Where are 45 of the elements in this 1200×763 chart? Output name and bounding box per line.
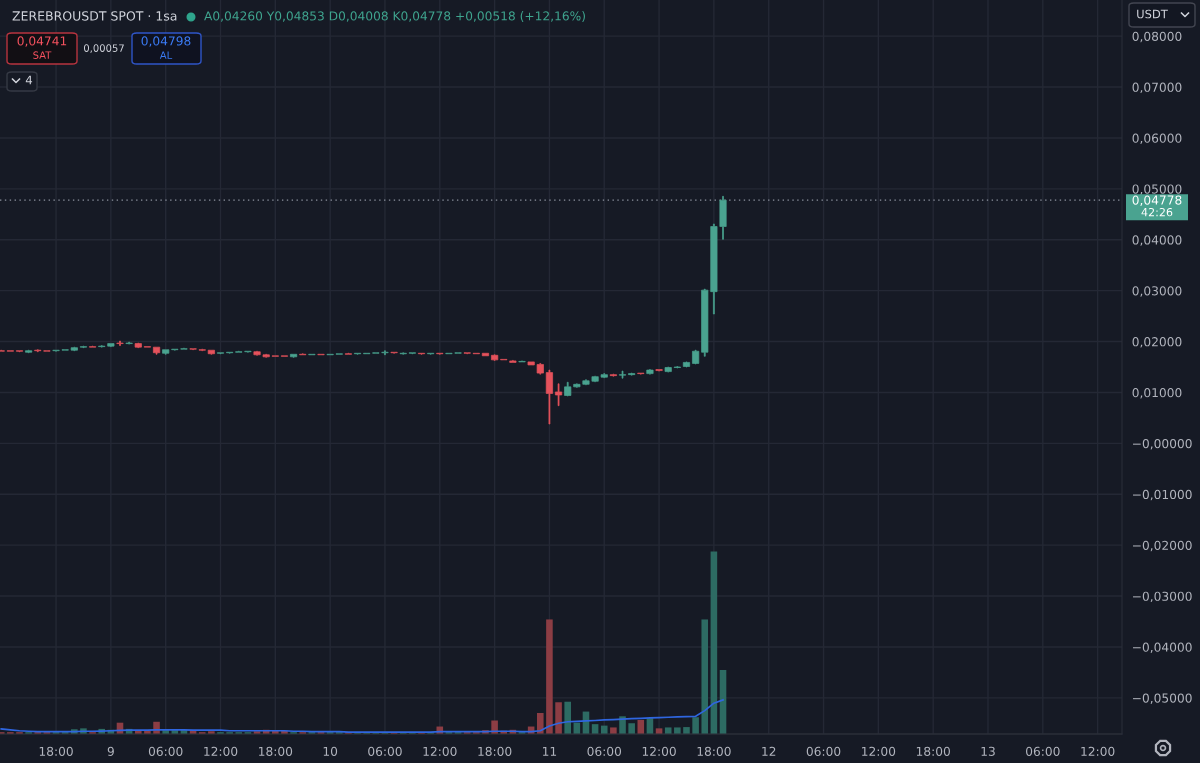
x-tick-label: 12:00 — [204, 746, 238, 756]
y-tick-label: −0,01000 — [1133, 489, 1192, 501]
x-tick-label: 10 — [323, 746, 338, 756]
x-tick-label: 06:00 — [806, 746, 841, 756]
annotation: 4 — [25, 75, 33, 85]
y-tick-label: −0,00000 — [1133, 438, 1192, 450]
x-tick-label: 12:00 — [1081, 746, 1115, 756]
annotation: 0,00057 — [83, 44, 124, 53]
text: ZEREBROUSDT SPOT · 1sa — [12, 11, 177, 21]
x-tick-label: 9 — [107, 746, 114, 756]
y-tick-label: 0,07000 — [1132, 82, 1182, 94]
ref-line-label: 0,04778 — [1132, 195, 1182, 206]
x-tick-label: 06:00 — [368, 746, 402, 756]
y-tick-label: −0,05000 — [1133, 693, 1192, 704]
x-tick-label: 12:00 — [423, 746, 457, 756]
y-tick-label: 0,05000 — [1132, 184, 1182, 195]
annotation: SAT — [33, 51, 52, 59]
x-tick-label: 18:00 — [259, 746, 293, 756]
x-tick-label: 11 — [542, 746, 557, 756]
text: 42:26 — [1141, 207, 1173, 217]
x-tick-label: 13 — [981, 746, 995, 756]
text: A0,04260 Y0,04853 D0,04008 K0,04778 +0,00518 (+12,16%) — [204, 11, 585, 22]
y-tick-label: 0,04000 — [1132, 235, 1182, 246]
x-tick-label: 18:00 — [916, 746, 950, 756]
x-tick-label: 06:00 — [148, 746, 183, 756]
x-tick-label: 12:00 — [642, 746, 676, 756]
x-tick-label: 06:00 — [587, 746, 622, 756]
y-tick-label: −0,02000 — [1133, 540, 1192, 552]
x-tick-label: 18:00 — [697, 746, 731, 756]
y-tick-label: 0,03000 — [1132, 286, 1182, 297]
x-tick-label: 18:00 — [478, 746, 512, 756]
x-tick-label: 12 — [762, 746, 776, 756]
y-tick-label: 0,02000 — [1132, 337, 1182, 348]
y-tick-label: −0,03000 — [1133, 591, 1192, 603]
x-tick-label: 18:00 — [39, 746, 73, 756]
y-tick-label: −0,04000 — [1133, 642, 1192, 654]
x-tick-label: 06:00 — [1026, 746, 1060, 756]
y-tick-label: 0,08000 — [1132, 31, 1182, 43]
text: USDT — [1137, 9, 1168, 19]
annotation: 0,04741 — [17, 36, 67, 47]
y-tick-label: 0,01000 — [1132, 388, 1182, 399]
x-tick-label: 12:00 — [862, 746, 896, 756]
annotation: AL — [159, 51, 173, 59]
annotation: 0,04798 — [141, 36, 191, 47]
y-tick-label: 0,06000 — [1132, 133, 1182, 145]
